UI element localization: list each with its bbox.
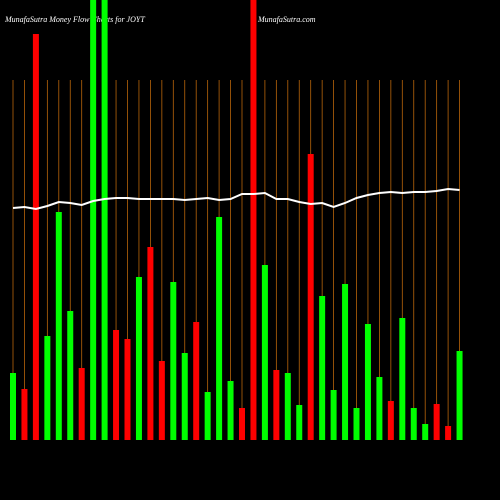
bar bbox=[10, 373, 16, 440]
bar bbox=[399, 318, 406, 440]
bar bbox=[296, 405, 303, 440]
bar bbox=[410, 408, 417, 440]
bar bbox=[216, 217, 223, 440]
bar bbox=[124, 339, 131, 440]
bar bbox=[44, 336, 51, 440]
bar bbox=[261, 265, 268, 440]
bar bbox=[32, 34, 39, 440]
bar bbox=[273, 370, 280, 440]
bar bbox=[307, 154, 314, 440]
bar bbox=[135, 277, 142, 440]
bar bbox=[21, 389, 28, 440]
bar bbox=[170, 282, 177, 440]
bar bbox=[239, 408, 245, 440]
bar bbox=[330, 390, 337, 440]
bar bbox=[433, 404, 440, 440]
plot-area bbox=[10, 0, 463, 440]
moving-average-line bbox=[12, 187, 460, 211]
bar bbox=[204, 392, 211, 440]
bar bbox=[445, 426, 452, 440]
bar bbox=[181, 353, 188, 440]
bar bbox=[376, 377, 383, 440]
bar bbox=[284, 373, 291, 440]
bar bbox=[90, 0, 97, 440]
bar bbox=[422, 424, 429, 440]
bar bbox=[101, 0, 108, 440]
chart-title: MunafaSutra Money Flow Charts for JOYT bbox=[4, 15, 145, 24]
bar bbox=[147, 247, 154, 440]
bar bbox=[227, 381, 234, 440]
bar bbox=[193, 322, 200, 440]
bar bbox=[78, 368, 85, 440]
bar bbox=[342, 284, 349, 440]
bar bbox=[250, 0, 257, 440]
bar bbox=[364, 324, 371, 440]
bar bbox=[158, 361, 165, 440]
bar bbox=[55, 212, 62, 440]
chart-subtitle: MunafaSutra.com bbox=[257, 15, 316, 24]
bar bbox=[387, 401, 394, 440]
bar bbox=[113, 330, 120, 440]
bar bbox=[353, 408, 360, 440]
bar bbox=[456, 351, 463, 440]
bar bbox=[67, 311, 74, 440]
bar bbox=[319, 296, 326, 440]
